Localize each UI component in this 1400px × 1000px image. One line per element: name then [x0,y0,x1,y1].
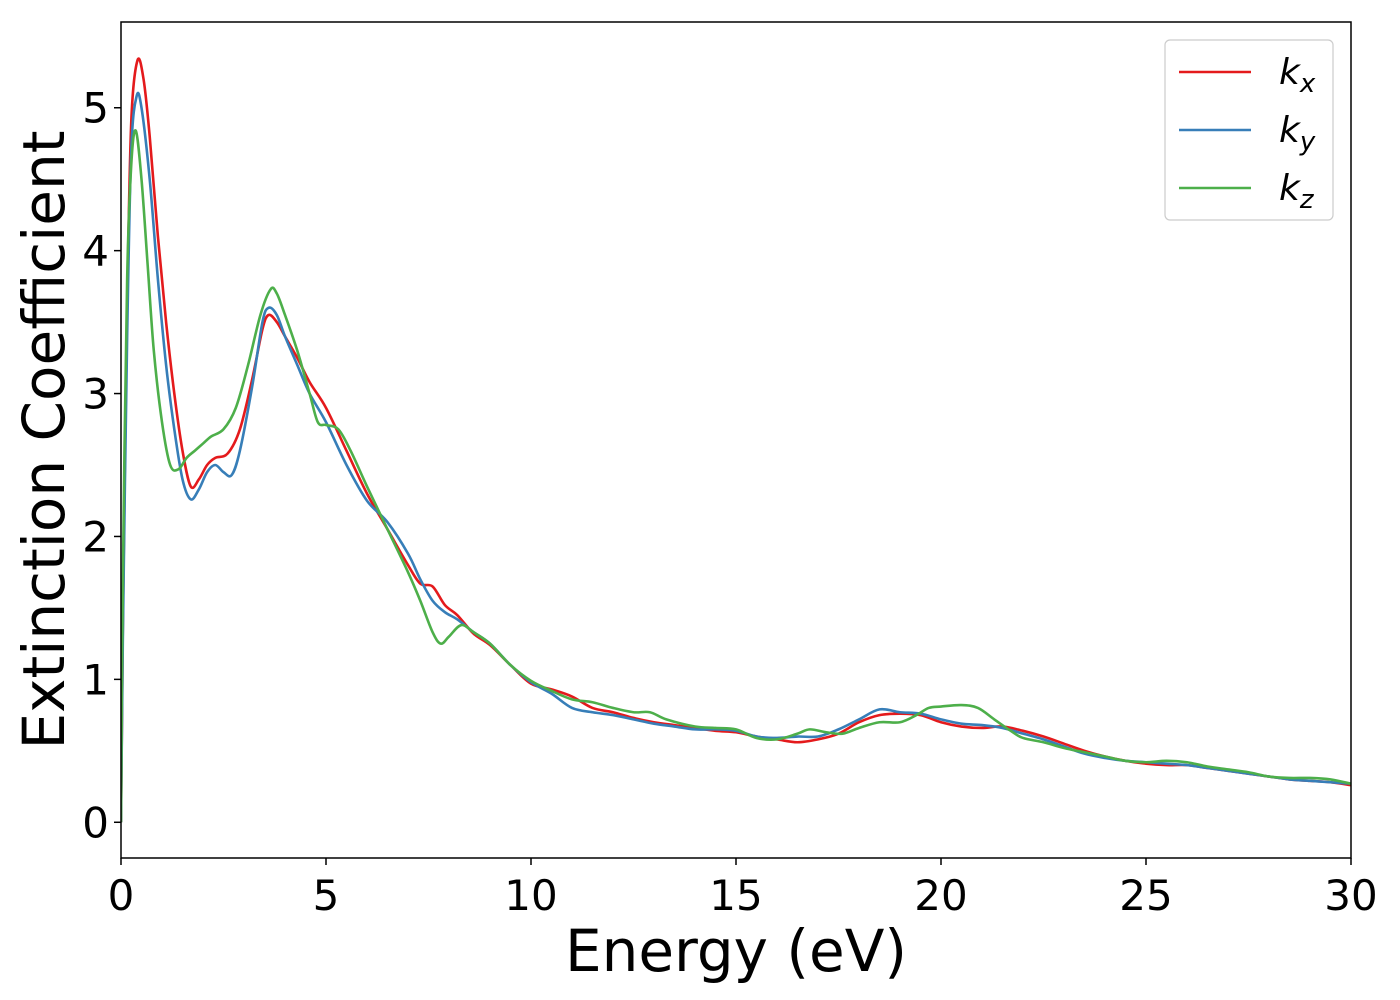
x-tick-label: 0 [108,871,135,920]
y-tick-label: 4 [82,227,109,276]
x-tick-label: 10 [504,871,557,920]
y-tick-label: 3 [82,370,109,419]
y-axis-label: Extinction Coefficient [10,131,78,750]
x-tick-label: 20 [914,871,967,920]
legend-label-z: kz [1279,168,1315,215]
y-tick-label: 2 [82,512,109,561]
y-tick-label: 1 [82,655,109,704]
y-tick-label: 0 [82,798,109,847]
y-tick-label: 5 [82,84,109,133]
legend-label-x: kx [1279,52,1316,99]
x-tick-label: 5 [313,871,340,920]
x-tick-label: 30 [1324,871,1377,920]
x-tick-label: 15 [709,871,762,920]
legend: kx ky kz [1164,39,1334,221]
x-tick-label: 25 [1119,871,1172,920]
x-axis-label: Energy (eV) [565,917,907,985]
tick-layer: 0 5 10 15 20 25 30 0 1 2 3 4 5 [82,84,1377,920]
series-line-z [121,129,1351,823]
series-layer [121,57,1351,823]
legend-label-y: ky [1279,110,1316,157]
